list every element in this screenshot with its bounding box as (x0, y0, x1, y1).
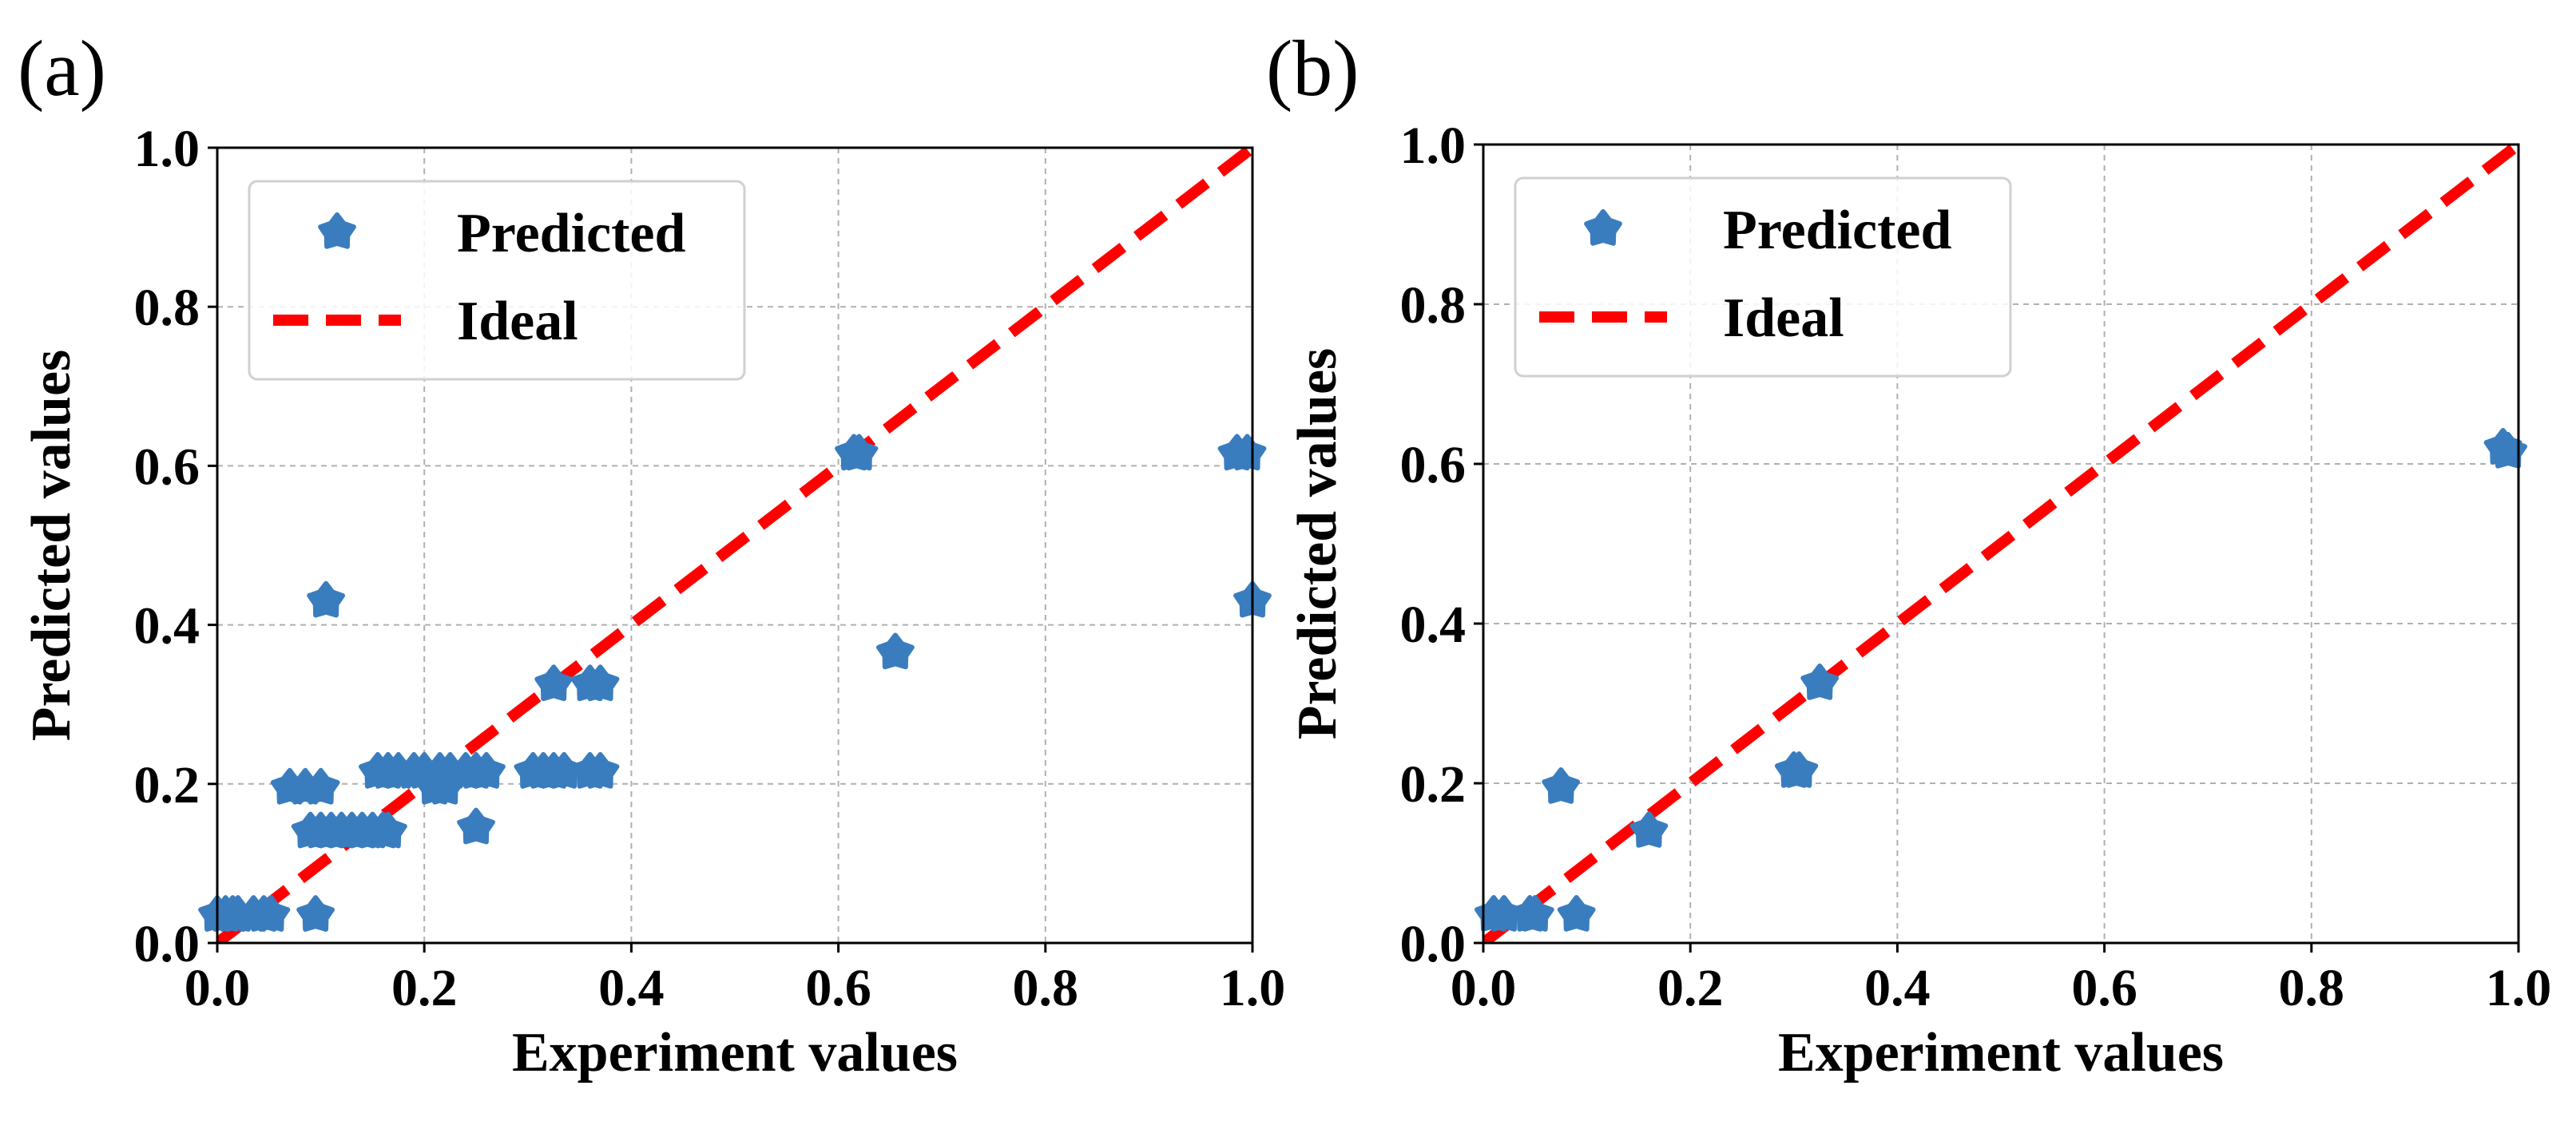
x-tick-label: 0.8 (2279, 959, 2345, 1017)
x-tick-label: 0.6 (2071, 959, 2137, 1017)
y-tick-label: 1.0 (134, 120, 200, 178)
x-tick-label: 0.6 (805, 959, 871, 1017)
x-axis-label: Experiment values (1778, 1022, 2224, 1083)
x-tick-label: 0.0 (1451, 959, 1517, 1017)
x-tick-label: 0.4 (1864, 959, 1931, 1017)
data-point (1800, 664, 1840, 700)
data-point (426, 767, 464, 805)
y-tick-label: 0.0 (1400, 915, 1467, 973)
legend-predicted-label: Predicted (1723, 200, 1951, 261)
legend-box (1514, 176, 2012, 378)
y-tick-label: 0.4 (134, 597, 200, 656)
panel-label-b: (b) (1266, 24, 1359, 113)
y-tick-label: 0.2 (1400, 755, 1467, 814)
y-tick-label: 0.8 (134, 279, 200, 337)
predicted-points (1475, 428, 2527, 932)
data-point (2489, 432, 2527, 469)
x-tick-label: 0.4 (598, 959, 665, 1017)
axes-frame (1482, 143, 2520, 945)
y-tick-label: 0.8 (1400, 276, 1467, 335)
y-tick-label: 1.0 (1400, 117, 1467, 175)
x-tick-label: 1.0 (1220, 959, 1286, 1017)
data-point (296, 895, 335, 932)
data-point (839, 434, 879, 471)
data-point (1515, 895, 1554, 932)
data-point (457, 807, 495, 845)
data-point (467, 751, 506, 789)
y-tick-label: 0.0 (134, 915, 200, 973)
x-tick-label: 0.8 (1013, 959, 1079, 1017)
panel-b: 0.0 0.2 0.4 0.6 0.8 1.0 0.0 0.2 0.4 0.6 0.8 1.0 Expe… (1287, 117, 2551, 1083)
panel-label-a: (a) (18, 24, 106, 113)
data-point (1780, 751, 1819, 788)
data-point (581, 751, 620, 789)
legend-predicted-label: Predicted (457, 203, 685, 264)
ideal-line (1483, 145, 2518, 943)
y-axis-label: Predicted values (21, 350, 82, 742)
x-tick-label: 1.0 (2486, 959, 2552, 1017)
y-tick-label: 0.6 (134, 438, 200, 496)
data-point (368, 811, 407, 849)
legend-predicted-marker (1584, 209, 1622, 246)
ideal-line (217, 148, 1252, 943)
legend-predicted-marker (318, 212, 356, 249)
y-tick-label: 0.6 (1400, 436, 1467, 494)
legend-box (248, 180, 746, 381)
data-point (252, 895, 291, 932)
x-tick-label: 0.2 (391, 959, 458, 1017)
data-point (1557, 895, 1596, 932)
y-tick-label: 0.2 (134, 756, 200, 814)
panel-a: 0.0 0.2 0.4 0.6 0.8 1.0 0.0 0.2 0.4 0.6 0.8 1.0 Expe… (21, 120, 1285, 1083)
axes-frame (216, 146, 1254, 945)
legend: Predicted Ideal (1514, 176, 2012, 378)
data-point (301, 767, 340, 805)
data-point (1629, 811, 1669, 848)
data-point (581, 664, 620, 702)
legend-ideal-label: Ideal (457, 291, 578, 352)
predicted-points (198, 434, 1272, 932)
data-point (876, 632, 915, 670)
legend: Predicted Ideal (248, 180, 746, 381)
x-axis-label: Experiment values (512, 1022, 958, 1083)
legend-ideal-label: Ideal (1723, 287, 1844, 349)
data-point (307, 580, 345, 618)
y-tick-label: 0.4 (1400, 596, 1467, 654)
x-tick-label: 0.2 (1657, 959, 1724, 1017)
data-point (1228, 434, 1267, 471)
data-point (1542, 767, 1581, 804)
data-point (534, 664, 574, 702)
x-tick-label: 0.0 (185, 959, 251, 1017)
y-axis-label: Predicted values (1287, 348, 1348, 740)
